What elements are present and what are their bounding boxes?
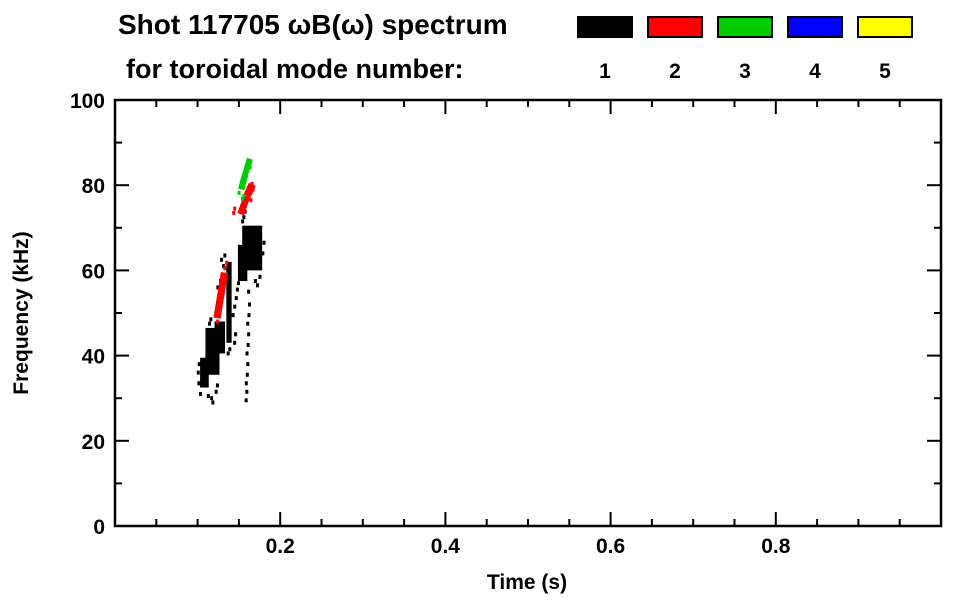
series-mode-2 <box>213 181 256 324</box>
data-point <box>216 319 220 324</box>
data-point <box>216 285 220 290</box>
data-point <box>235 287 239 292</box>
data-blob <box>200 357 209 388</box>
data-band <box>243 182 256 198</box>
data-point <box>244 398 248 403</box>
data-point <box>245 372 249 377</box>
data-point <box>247 302 251 307</box>
data-point <box>244 381 248 386</box>
legend: 1 2 3 4 5 <box>577 16 913 83</box>
data-point <box>214 389 218 394</box>
data-point <box>234 332 238 337</box>
x-tick-label: 0.6 <box>596 535 625 558</box>
data-point <box>248 165 252 170</box>
data-point <box>240 196 244 201</box>
data-point <box>245 389 249 394</box>
legend-label-mode-4: 4 <box>809 60 821 83</box>
data-point <box>247 289 251 294</box>
data-point <box>225 260 229 265</box>
series-mode-1 <box>196 206 266 405</box>
data-point <box>222 264 226 269</box>
data-point <box>250 181 254 186</box>
legend-swatch-mode-2 <box>647 16 703 38</box>
y-tick-label: 60 <box>82 260 105 283</box>
data-band <box>213 271 229 319</box>
data-point <box>197 381 201 386</box>
legend-swatch-mode-3 <box>717 16 773 38</box>
data-point <box>234 296 238 301</box>
y-tick-label: 80 <box>82 175 105 198</box>
data-point <box>226 351 230 356</box>
data-point <box>241 219 245 224</box>
data-point <box>246 362 250 367</box>
legend-swatch-mode-1 <box>577 16 633 38</box>
y-tick-label: 0 <box>93 516 105 539</box>
data-point <box>247 332 251 337</box>
data-point <box>215 383 219 388</box>
data-point <box>246 321 250 326</box>
legend-label-mode-1: 1 <box>599 60 611 83</box>
data-point <box>253 279 257 284</box>
data-band <box>242 157 253 176</box>
data-point <box>223 266 227 271</box>
data-point <box>236 281 240 286</box>
data-point <box>232 210 236 215</box>
legend-swatch-mode-5 <box>857 16 913 38</box>
data-blob <box>226 261 232 343</box>
data-band <box>238 173 249 191</box>
y-tick-label: 20 <box>82 431 105 454</box>
data-point <box>233 340 237 345</box>
x-tick-label: 0.4 <box>431 535 461 558</box>
data-point <box>251 187 255 192</box>
data-point <box>211 400 215 405</box>
data-point <box>220 257 224 262</box>
data-point <box>206 394 210 399</box>
y-tick-label: 40 <box>82 346 105 369</box>
plot-frame <box>113 98 943 528</box>
data-point <box>261 251 265 256</box>
legend-label-mode-3: 3 <box>739 60 751 83</box>
x-tick-label: 0.2 <box>266 535 295 558</box>
data-blob <box>214 321 226 354</box>
y-tick-label: 100 <box>70 90 105 113</box>
data-point <box>231 313 235 318</box>
legend-label-mode-2: 2 <box>669 60 681 83</box>
data-point <box>228 347 232 352</box>
data-point <box>208 321 212 326</box>
axes: 0.2 0.4 0.6 0.8 0 20 40 60 80 100 <box>70 90 943 558</box>
data-point <box>242 215 246 220</box>
data-layer <box>196 157 266 405</box>
plot-title-line1: Shot 117705 ωB(ω) spectrum <box>118 9 508 40</box>
legend-swatch-mode-4 <box>787 16 843 38</box>
data-band <box>237 194 251 216</box>
data-point <box>197 362 201 367</box>
data-blob <box>242 225 263 271</box>
data-point <box>262 240 266 245</box>
data-point <box>210 396 214 401</box>
data-point <box>249 159 253 164</box>
data-point <box>233 304 237 309</box>
plot-title-line2: for toroidal mode number: <box>126 54 464 84</box>
data-point <box>198 391 202 396</box>
data-point <box>245 351 249 356</box>
y-axis-title: Frequency (kHz) <box>10 231 33 394</box>
x-tick-label: 0.8 <box>761 535 791 558</box>
data-point <box>242 194 246 199</box>
legend-label-mode-5: 5 <box>879 60 891 83</box>
data-point <box>209 317 213 322</box>
data-point <box>249 198 253 203</box>
data-point <box>233 206 237 211</box>
data-point <box>246 342 250 347</box>
series-mode-3 <box>237 157 253 201</box>
data-point <box>258 274 262 279</box>
data-point <box>196 370 200 375</box>
data-point <box>247 313 251 318</box>
data-point <box>255 283 259 288</box>
data-point <box>237 190 241 195</box>
x-axis-title: Time (s) <box>487 571 567 594</box>
data-point <box>223 253 227 258</box>
